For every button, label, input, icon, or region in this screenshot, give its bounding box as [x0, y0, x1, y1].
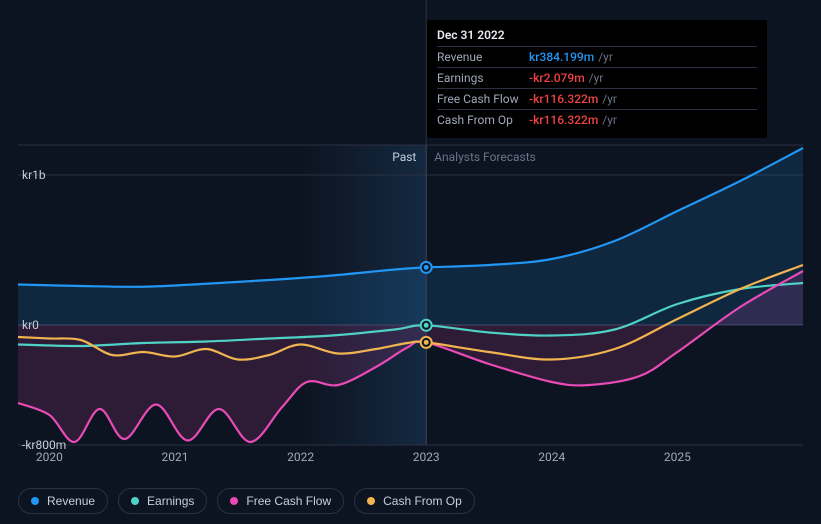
tooltip-row-value: -kr116.322m — [529, 92, 598, 106]
x-tick-label: 2024 — [538, 450, 565, 464]
legend-label: Revenue — [47, 494, 95, 508]
legend-label: Cash From Op — [383, 494, 462, 508]
tooltip-row: Cash From Op-kr116.322m/yr — [437, 109, 757, 130]
legend-label: Earnings — [147, 494, 194, 508]
legend-item-earnings[interactable]: Earnings — [118, 488, 207, 514]
tooltip-row: Earnings-kr2.079m/yr — [437, 67, 757, 88]
tooltip-row-label: Cash From Op — [437, 113, 529, 127]
legend-dot-icon — [230, 497, 238, 505]
legend-dot-icon — [131, 497, 139, 505]
tooltip-row-unit: /yr — [602, 92, 617, 106]
legend-item-free-cash-flow[interactable]: Free Cash Flow — [217, 488, 344, 514]
x-tick-label: 2020 — [36, 450, 63, 464]
tooltip-row-unit: /yr — [602, 113, 617, 127]
legend-item-cash-from-op[interactable]: Cash From Op — [354, 488, 475, 514]
tooltip-row-unit: /yr — [589, 71, 604, 85]
tooltip-row-value: kr384.199m — [529, 50, 594, 64]
y-tick-label: kr0 — [22, 318, 39, 332]
tooltip-row-label: Revenue — [437, 50, 529, 64]
x-tick-label: 2021 — [162, 450, 189, 464]
forecast-label: Analysts Forecasts — [434, 150, 536, 164]
legend-dot-icon — [31, 497, 39, 505]
tooltip-row-value: -kr116.322m — [529, 113, 598, 127]
y-tick-label: -kr800m — [22, 438, 66, 452]
y-tick-label: kr1b — [22, 168, 46, 182]
x-tick-label: 2023 — [413, 450, 440, 464]
legend-label: Free Cash Flow — [246, 494, 331, 508]
chart-tooltip: Dec 31 2022 Revenuekr384.199m/yrEarnings… — [427, 20, 767, 138]
tooltip-row-label: Earnings — [437, 71, 529, 85]
tooltip-date: Dec 31 2022 — [437, 28, 757, 46]
earnings-revenue-chart: Past Analysts Forecasts Dec 31 2022 Reve… — [0, 0, 821, 524]
x-tick-label: 2025 — [664, 450, 691, 464]
tooltip-row: Revenuekr384.199m/yr — [437, 46, 757, 67]
past-label: Past — [392, 150, 416, 164]
tooltip-row-unit: /yr — [598, 50, 613, 64]
legend-item-revenue[interactable]: Revenue — [18, 488, 108, 514]
x-tick-label: 2022 — [287, 450, 314, 464]
tooltip-row-label: Free Cash Flow — [437, 92, 529, 106]
legend-dot-icon — [367, 497, 375, 505]
chart-legend: Revenue Earnings Free Cash Flow Cash From O… — [18, 488, 475, 514]
tooltip-row-value: -kr2.079m — [529, 71, 585, 85]
tooltip-row: Free Cash Flow-kr116.322m/yr — [437, 88, 757, 109]
